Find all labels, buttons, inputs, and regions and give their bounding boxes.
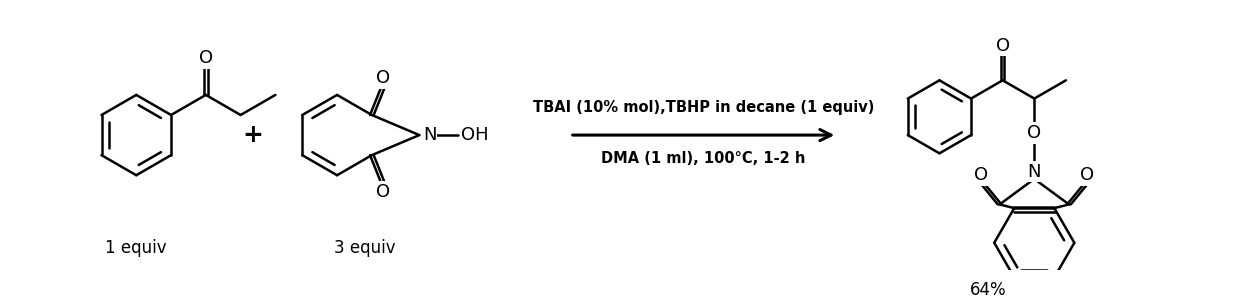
Text: 1 equiv: 1 equiv [105,239,167,257]
Text: N: N [1028,163,1042,181]
Text: O: O [1080,166,1094,184]
Text: 3 equiv: 3 equiv [334,239,396,257]
Text: O: O [1027,124,1042,142]
Text: O: O [975,166,988,184]
Text: +: + [243,123,264,147]
Text: 64%: 64% [971,281,1007,296]
Text: N: N [423,126,436,144]
Text: O: O [376,183,389,201]
Text: DMA (1 ml), 100°C, 1-2 h: DMA (1 ml), 100°C, 1-2 h [601,151,806,166]
Text: O: O [198,49,213,67]
Text: OH: OH [461,126,489,144]
Text: O: O [996,37,1009,55]
Text: TBAI (10% mol),TBHP in decane (1 equiv): TBAI (10% mol),TBHP in decane (1 equiv) [533,100,874,115]
Text: O: O [376,70,389,88]
